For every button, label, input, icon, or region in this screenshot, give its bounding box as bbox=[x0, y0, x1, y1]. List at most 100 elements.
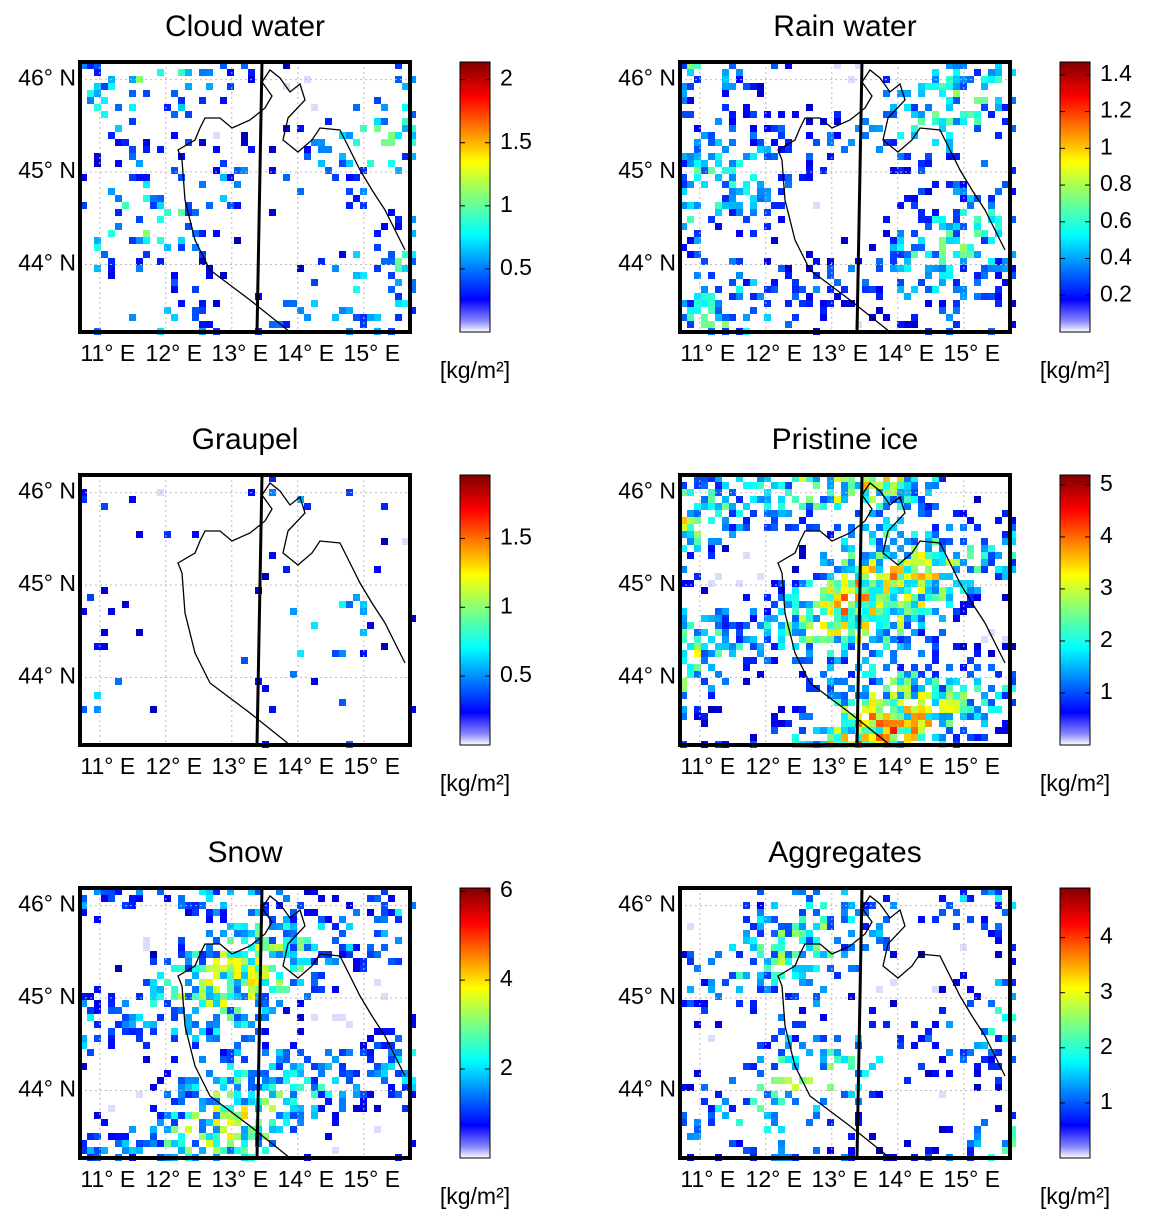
field-cell bbox=[276, 1063, 283, 1070]
field-cell bbox=[318, 895, 325, 902]
field-cell bbox=[353, 944, 360, 951]
field-cell bbox=[932, 1070, 939, 1077]
coastline bbox=[177, 69, 406, 271]
field-cell bbox=[883, 594, 890, 601]
field-cell bbox=[1002, 685, 1009, 692]
field-cell bbox=[743, 153, 750, 160]
field-cell bbox=[199, 888, 206, 895]
field-cell bbox=[736, 1119, 743, 1126]
field-cell bbox=[834, 615, 841, 622]
field-cell bbox=[206, 1028, 213, 1035]
field-cell bbox=[694, 1021, 701, 1028]
field-cell bbox=[925, 1070, 932, 1077]
field-cell bbox=[108, 83, 115, 90]
field-cell bbox=[771, 643, 778, 650]
field-cell bbox=[953, 209, 960, 216]
field-cell bbox=[311, 1112, 318, 1119]
field-cell bbox=[164, 1112, 171, 1119]
field-cell bbox=[346, 944, 353, 951]
field-cell bbox=[939, 258, 946, 265]
field-cell bbox=[792, 615, 799, 622]
field-cell bbox=[862, 944, 869, 951]
field-cell bbox=[206, 1133, 213, 1140]
field-cell bbox=[108, 1000, 115, 1007]
field-cell bbox=[374, 895, 381, 902]
field-cell bbox=[409, 251, 416, 258]
field-cell bbox=[827, 650, 834, 657]
field-cell bbox=[771, 524, 778, 531]
field-cell bbox=[136, 1140, 143, 1147]
field-cell bbox=[981, 734, 988, 741]
field-cell bbox=[722, 524, 729, 531]
field-cell bbox=[115, 678, 122, 685]
field-cell bbox=[946, 62, 953, 69]
field-cell bbox=[192, 1042, 199, 1049]
field-cell bbox=[136, 1035, 143, 1042]
field-cell bbox=[918, 580, 925, 587]
field-cell bbox=[785, 489, 792, 496]
field-cell bbox=[974, 650, 981, 657]
field-cell bbox=[381, 993, 388, 1000]
field-cell bbox=[150, 1133, 157, 1140]
field-cell bbox=[848, 713, 855, 720]
field-cell bbox=[904, 482, 911, 489]
field-cell bbox=[255, 958, 262, 965]
field-cell bbox=[736, 76, 743, 83]
field-cell bbox=[764, 300, 771, 307]
field-cell bbox=[220, 993, 227, 1000]
field-cell bbox=[1009, 216, 1016, 223]
field-cell bbox=[1002, 727, 1009, 734]
field-cell bbox=[164, 531, 171, 538]
field-cell bbox=[771, 1063, 778, 1070]
field-cell bbox=[988, 202, 995, 209]
field-cell bbox=[220, 195, 227, 202]
field-cell bbox=[1009, 1140, 1016, 1147]
field-cell bbox=[841, 734, 848, 741]
field-cell bbox=[918, 573, 925, 580]
field-cell bbox=[995, 258, 1002, 265]
field-cell bbox=[834, 62, 841, 69]
field-cell bbox=[701, 643, 708, 650]
field-cell bbox=[869, 930, 876, 937]
field-cell bbox=[939, 90, 946, 97]
field-cell bbox=[820, 552, 827, 559]
field-cell bbox=[981, 272, 988, 279]
field-cell bbox=[269, 965, 276, 972]
field-cell bbox=[792, 587, 799, 594]
field-cell bbox=[701, 657, 708, 664]
field-cell bbox=[283, 895, 290, 902]
field-cell bbox=[80, 608, 87, 615]
field-cell bbox=[911, 720, 918, 727]
field-cell bbox=[918, 650, 925, 657]
field-cell bbox=[1002, 566, 1009, 573]
field-cell bbox=[883, 916, 890, 923]
field-cell bbox=[115, 1140, 122, 1147]
field-cell bbox=[827, 286, 834, 293]
field-cell bbox=[157, 69, 164, 76]
field-cell bbox=[701, 321, 708, 328]
field-cell bbox=[799, 545, 806, 552]
field-cell bbox=[834, 727, 841, 734]
field-cell bbox=[234, 972, 241, 979]
field-cell bbox=[995, 692, 1002, 699]
field-cell bbox=[757, 888, 764, 895]
field-cell bbox=[771, 279, 778, 286]
field-cell bbox=[262, 685, 269, 692]
field-cell bbox=[150, 1140, 157, 1147]
field-cell bbox=[925, 503, 932, 510]
field-cell bbox=[827, 951, 834, 958]
field-cell bbox=[820, 496, 827, 503]
field-cell bbox=[799, 951, 806, 958]
field-cell bbox=[694, 503, 701, 510]
field-cell bbox=[1002, 279, 1009, 286]
field-cell bbox=[388, 895, 395, 902]
field-cell bbox=[283, 125, 290, 132]
field-cell bbox=[890, 496, 897, 503]
field-cell bbox=[108, 1105, 115, 1112]
field-cell bbox=[813, 944, 820, 951]
field-cell bbox=[206, 83, 213, 90]
field-cell bbox=[764, 496, 771, 503]
field-cell bbox=[911, 1021, 918, 1028]
field-cell bbox=[967, 713, 974, 720]
field-cell bbox=[241, 1056, 248, 1063]
